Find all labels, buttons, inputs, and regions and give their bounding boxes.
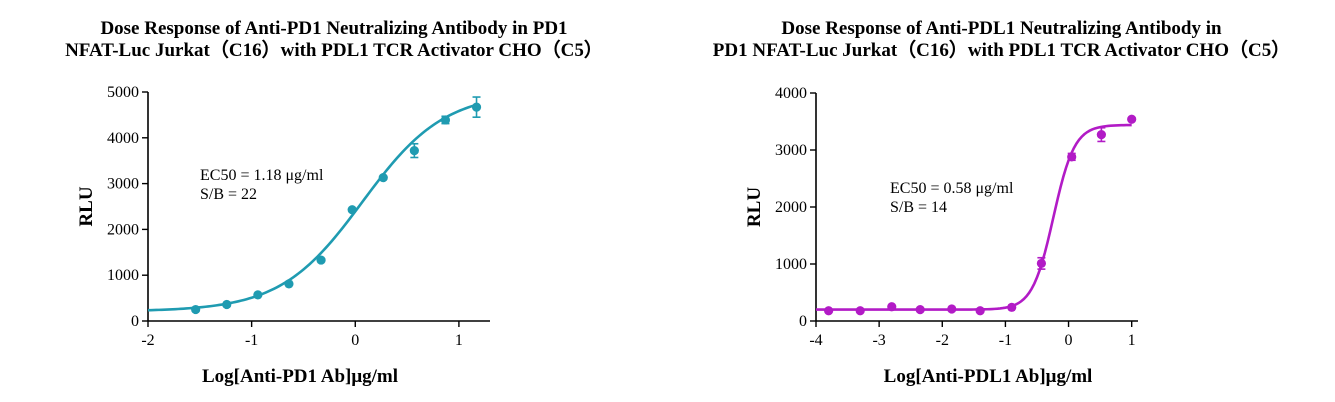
x-tick-label: 0 [1065,332,1073,349]
data-point [824,306,834,316]
y-tick-label: 0 [131,313,139,330]
x-tick-label: -3 [872,332,885,349]
data-point [947,304,957,314]
data-point [1007,302,1017,312]
data-point [1036,258,1046,269]
sb-annotation: S/B = 22 [200,186,257,203]
data-point [887,302,897,312]
data-point [409,146,419,156]
y-tick-label: 0 [799,313,807,330]
x-axis-label: Log[Anti-PD1 Ab]μg/ml [202,366,398,387]
chart-title-line-2: PD1 NFAT-Luc Jurkat（C16）with PDL1 TCR Ac… [712,40,1291,61]
data-point [471,102,482,112]
x-tick-label: -2 [936,332,949,349]
data-point [1096,130,1106,140]
ec50-annotation: EC50 = 0.58 μg/ml [890,180,1014,197]
x-axis-label: Log[Anti-PDL1 Ab]μg/ml [884,366,1093,387]
y-tick-label: 2000 [107,221,139,238]
y-tick-label: 3000 [107,176,139,193]
y-tick-label: 1000 [107,267,139,284]
data-point [1067,152,1077,162]
data-point [975,306,985,316]
chart-title-line-2: NFAT-Luc Jurkat（C16）with PDL1 TCR Activa… [65,40,603,61]
data-point [253,290,263,300]
x-tick-label: 1 [1128,332,1136,349]
ec50-annotation: EC50 = 1.18 μg/ml [200,167,324,184]
data-point [855,306,865,316]
data-point [915,305,925,315]
x-tick-label: -1 [999,332,1012,349]
x-tick-label: 1 [455,332,463,349]
y-axis-label: RLU [744,187,765,227]
data-point [222,299,232,310]
x-tick-label: -1 [245,332,258,349]
y-tick-label: 2000 [775,199,807,216]
dose-response-chart-pd1: -2 -1 0 1 0 1000 2000 3000 4000 5000 Log[Anti-PD1 … [76,84,490,387]
data-point [440,115,451,125]
data-point [284,279,294,289]
y-tick-label: 3000 [775,142,807,159]
data-point [191,304,201,315]
data-point [1127,114,1137,124]
y-tick-label: 1000 [775,256,807,273]
data-point [347,205,357,215]
chart-title: Dose Response of Anti-PD1 Neutralizing A… [0,18,668,62]
y-axis-label: RLU [76,186,97,226]
x-tick-label: -4 [809,332,822,349]
chart-title-line-1: Dose Response of Anti-PDL1 Neutralizing … [781,18,1222,39]
fit-curve [816,123,1132,311]
x-tick-label: 0 [351,332,359,349]
chart-title: Dose Response of Anti-PDL1 Neutralizing … [668,18,1335,62]
fit-curve [147,103,477,312]
y-tick-label: 4000 [775,85,807,102]
sb-annotation: S/B = 14 [890,199,947,216]
data-point [316,255,326,265]
x-tick-label: -2 [141,332,154,349]
data-point [378,173,388,183]
y-tick-label: 5000 [107,84,139,101]
chart-title-line-1: Dose Response of Anti-PD1 Neutralizing A… [100,18,568,39]
chart-panel-pd1: Dose Response of Anti-PD1 Neutralizing A… [0,18,668,387]
y-tick-label: 4000 [107,130,139,147]
dose-response-chart-pdl1: -4 -3 -2 -1 0 1 0 1000 2000 3000 4000 Log[Anti-PDL1… [744,85,1138,387]
chart-panel-pdl1: Dose Response of Anti-PDL1 Neutralizing … [668,0,1335,402]
